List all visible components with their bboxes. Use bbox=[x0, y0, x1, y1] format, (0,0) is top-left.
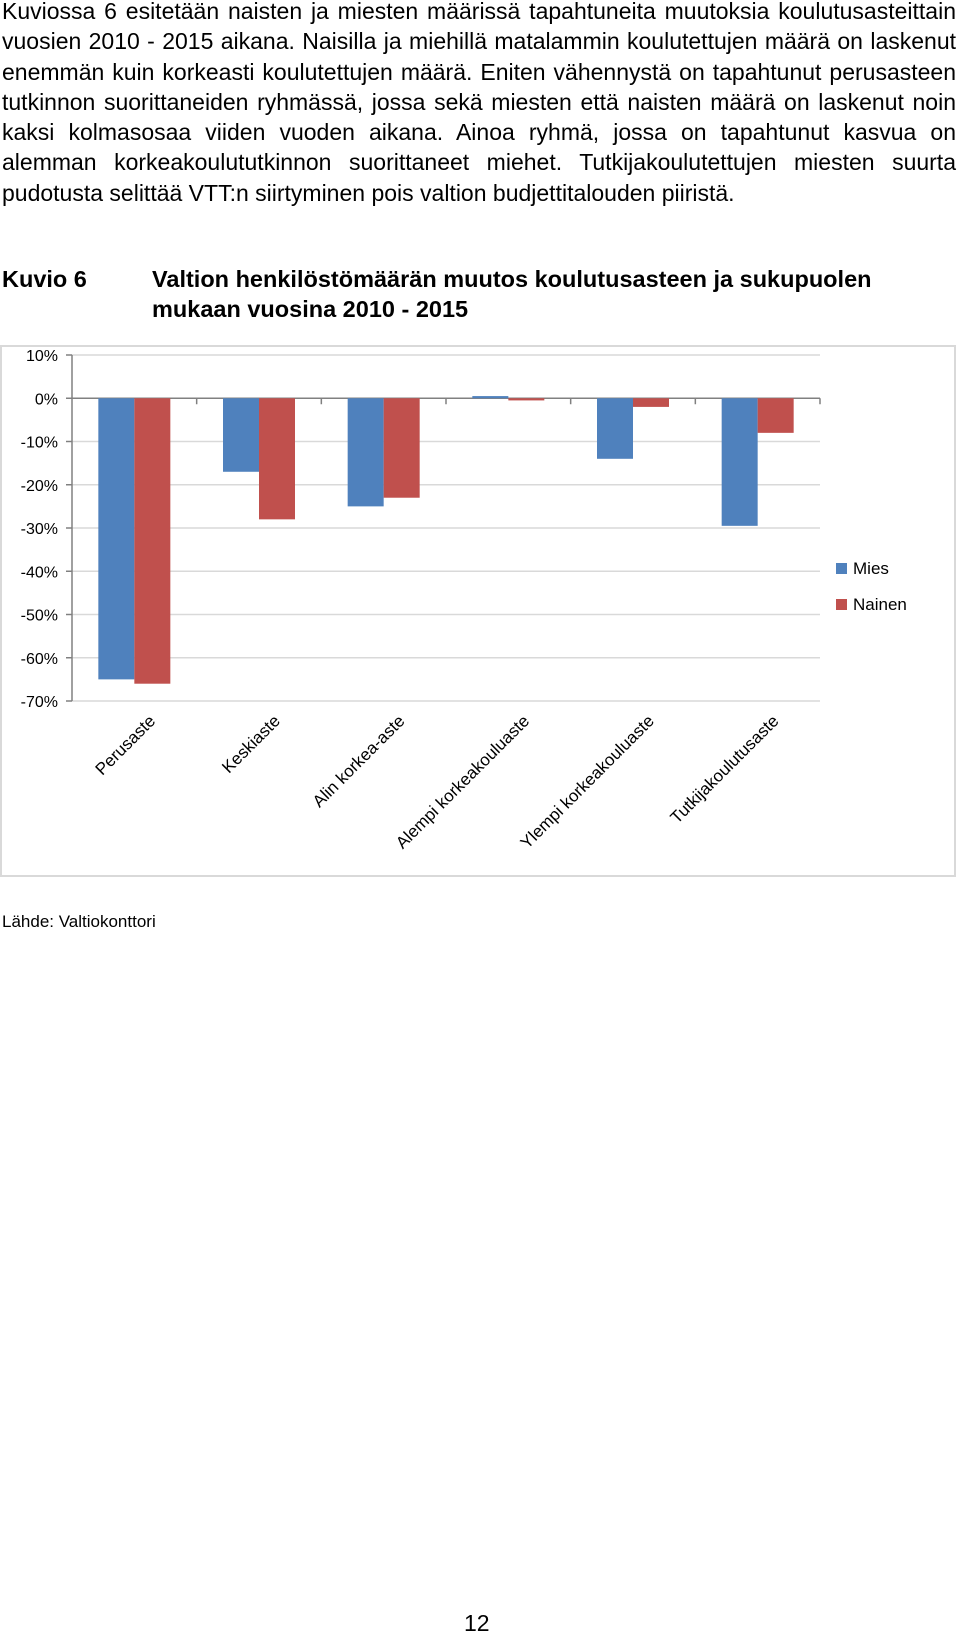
x-category-label: Tutkijakoulutusaste bbox=[667, 711, 783, 827]
bar-mies bbox=[347, 398, 384, 507]
y-tick-label: -20% bbox=[21, 478, 58, 495]
bar-nainen bbox=[259, 398, 295, 520]
x-category-label: Keskiaste bbox=[218, 711, 284, 777]
bar-nainen bbox=[633, 398, 669, 407]
figure-number: Kuvio 6 bbox=[2, 266, 87, 292]
bar-mies bbox=[98, 398, 135, 680]
bar-mies bbox=[223, 398, 259, 472]
chart-frame bbox=[0, 345, 956, 877]
legend-swatch-mies bbox=[836, 563, 847, 574]
y-tick-label: -10% bbox=[21, 435, 58, 452]
bar-mies bbox=[472, 396, 509, 399]
y-tick-label: 10% bbox=[26, 348, 58, 365]
bar-nainen bbox=[383, 398, 420, 498]
body-paragraph: Kuviossa 6 esitetään naisten ja miesten … bbox=[2, 0, 956, 206]
x-category-label: Ylempi korkeakouluaste bbox=[517, 711, 658, 852]
y-tick-label: -40% bbox=[21, 564, 58, 581]
bar-nainen bbox=[134, 398, 171, 684]
y-tick-label: -60% bbox=[21, 651, 58, 668]
bar-chart: 10% 0% -10% -20% -30% -40% -50% -60% -70% Perusas… bbox=[21, 348, 907, 852]
x-category-label: Alempi korkeakouluaste bbox=[392, 711, 533, 852]
legend-label-mies: Mies bbox=[853, 559, 889, 578]
figure-title: Valtion henkilöstömäärän muutos koulutus… bbox=[152, 266, 872, 322]
legend-swatch-nainen bbox=[836, 599, 847, 610]
bar-nainen bbox=[757, 398, 794, 433]
y-tick-label: -30% bbox=[21, 521, 58, 538]
bar-nainen bbox=[508, 398, 545, 401]
bar-mies bbox=[721, 398, 758, 526]
source-note: Lähde: Valtiokonttori bbox=[2, 912, 156, 931]
x-category-label: Perusaste bbox=[92, 711, 160, 779]
x-category-label: Alin korkea-aste bbox=[309, 711, 409, 811]
legend-label-nainen: Nainen bbox=[853, 595, 907, 614]
y-tick-label: -70% bbox=[21, 694, 58, 711]
bar-mies bbox=[597, 398, 633, 459]
page-number: 12 bbox=[464, 1610, 490, 1636]
y-tick-label: -50% bbox=[21, 608, 58, 625]
y-tick-label: 0% bbox=[35, 391, 58, 408]
